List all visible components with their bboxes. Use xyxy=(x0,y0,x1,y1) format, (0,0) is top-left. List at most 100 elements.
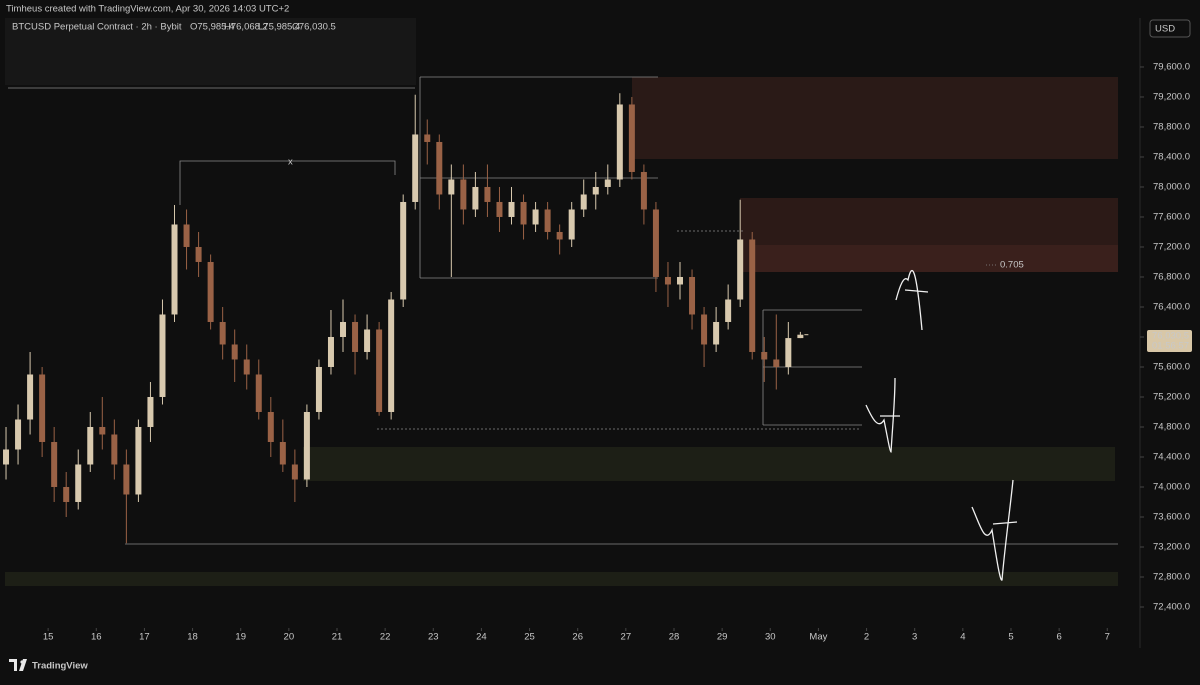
candle-body xyxy=(291,464,298,480)
candle-body xyxy=(616,104,623,180)
y-tick-label: 72,400.0 xyxy=(1153,602,1190,613)
ohlc-value: C76,030.5 xyxy=(292,22,336,33)
candle-body xyxy=(111,434,118,465)
price-tag-label: 76,030.5 xyxy=(1152,331,1189,342)
candle-body xyxy=(27,374,34,420)
candle-body xyxy=(749,239,756,352)
candle-body xyxy=(303,411,310,480)
candle-body xyxy=(135,426,142,495)
candle-body xyxy=(773,359,780,367)
candle-body xyxy=(327,336,334,367)
currency[interactable]: USD xyxy=(1155,24,1175,35)
candle-body xyxy=(460,179,467,210)
x-tick-label: 17 xyxy=(139,632,150,643)
candle-body xyxy=(87,426,94,465)
candle-body xyxy=(472,186,479,210)
brand: TradingView xyxy=(32,661,88,672)
candle-body xyxy=(376,329,383,412)
candle-body xyxy=(568,209,575,240)
marker-x: x xyxy=(288,157,293,168)
x-tick-label: 15 xyxy=(43,632,54,643)
candle-body xyxy=(652,209,659,277)
candle-body xyxy=(315,366,322,412)
candle-body xyxy=(159,314,166,397)
candle-body xyxy=(3,449,10,465)
candle-body xyxy=(279,441,286,465)
candle-body xyxy=(640,171,647,210)
candle-body xyxy=(39,374,46,442)
y-tick-label: 78,400.0 xyxy=(1153,151,1190,162)
candle-body xyxy=(171,224,178,315)
demand-zone xyxy=(5,572,1118,586)
y-tick-label: 75,600.0 xyxy=(1153,362,1190,373)
y-tick-label: 77,200.0 xyxy=(1153,242,1190,253)
y-tick-label: 76,400.0 xyxy=(1153,302,1190,313)
x-tick-label: 3 xyxy=(912,632,917,643)
y-tick-label: 74,000.0 xyxy=(1153,482,1190,493)
chart-title: BTCUSD Perpetual Contract · 2h · Bybit xyxy=(12,22,182,33)
candle-body xyxy=(147,396,154,427)
y-tick-label: 73,600.0 xyxy=(1153,512,1190,523)
x-tick-label: May xyxy=(809,632,827,643)
candle-body xyxy=(785,338,792,367)
candle-body xyxy=(544,209,551,232)
x-tick-label: 7 xyxy=(1105,632,1110,643)
drawings xyxy=(8,76,1118,545)
x-tick-label: 22 xyxy=(380,632,391,643)
candle-body xyxy=(689,276,696,315)
currency-button[interactable] xyxy=(1149,19,1191,38)
plot xyxy=(3,93,809,544)
x-tick-label: 20 xyxy=(284,632,295,643)
y-tick-label: 73,200.0 xyxy=(1153,542,1190,553)
candle-body xyxy=(15,419,22,450)
candle-body xyxy=(737,239,744,300)
candle-body xyxy=(701,314,708,345)
candle-body xyxy=(231,344,238,360)
candle-body xyxy=(677,276,684,285)
x-tick-label: 26 xyxy=(572,632,583,643)
candle-body xyxy=(99,426,106,435)
x-tick-label: 21 xyxy=(332,632,343,643)
candle-body xyxy=(255,374,262,412)
candle-body xyxy=(123,464,130,495)
candle-body xyxy=(400,201,407,300)
candle-body xyxy=(364,329,371,352)
y-tick-label: 74,800.0 xyxy=(1153,422,1190,433)
candle-body xyxy=(725,299,732,322)
y-tick-label: 72,800.0 xyxy=(1153,572,1190,583)
candle-body xyxy=(713,321,720,345)
candle-body xyxy=(484,186,491,202)
x-tick-label: 29 xyxy=(717,632,728,643)
x-tick-label: 28 xyxy=(669,632,680,643)
candle-body xyxy=(664,276,671,285)
x-tick-label: 24 xyxy=(476,632,487,643)
y-tick-label: 74,400.0 xyxy=(1153,452,1190,463)
candle-body xyxy=(580,194,587,210)
x-tick-label: 25 xyxy=(524,632,535,643)
x-tick-label: 16 xyxy=(91,632,102,643)
fib-label: 0.705 xyxy=(1000,260,1024,271)
candle-body xyxy=(183,224,190,247)
x-tick-label: 19 xyxy=(235,632,246,643)
candle-body xyxy=(592,186,599,195)
fib-zone xyxy=(750,245,1118,272)
x-tick-label: 23 xyxy=(428,632,439,643)
x-tick-label: 6 xyxy=(1056,632,1061,643)
candle-body xyxy=(496,201,503,217)
x-tick-label: 30 xyxy=(765,632,776,643)
y-tick-label: 79,600.0 xyxy=(1153,61,1190,72)
x-tick-label: 27 xyxy=(621,632,632,643)
candle-body xyxy=(195,246,202,262)
candle-body xyxy=(532,209,539,225)
candle-body xyxy=(412,134,419,202)
header: Timheus created with TradingView.com, Ap… xyxy=(6,4,289,15)
candle-body xyxy=(352,321,359,352)
y-tick-label: 77,600.0 xyxy=(1153,211,1190,222)
demand-zone xyxy=(303,447,1115,481)
candle-body xyxy=(388,299,395,412)
candle-body xyxy=(340,321,347,337)
candle-body xyxy=(520,201,527,225)
